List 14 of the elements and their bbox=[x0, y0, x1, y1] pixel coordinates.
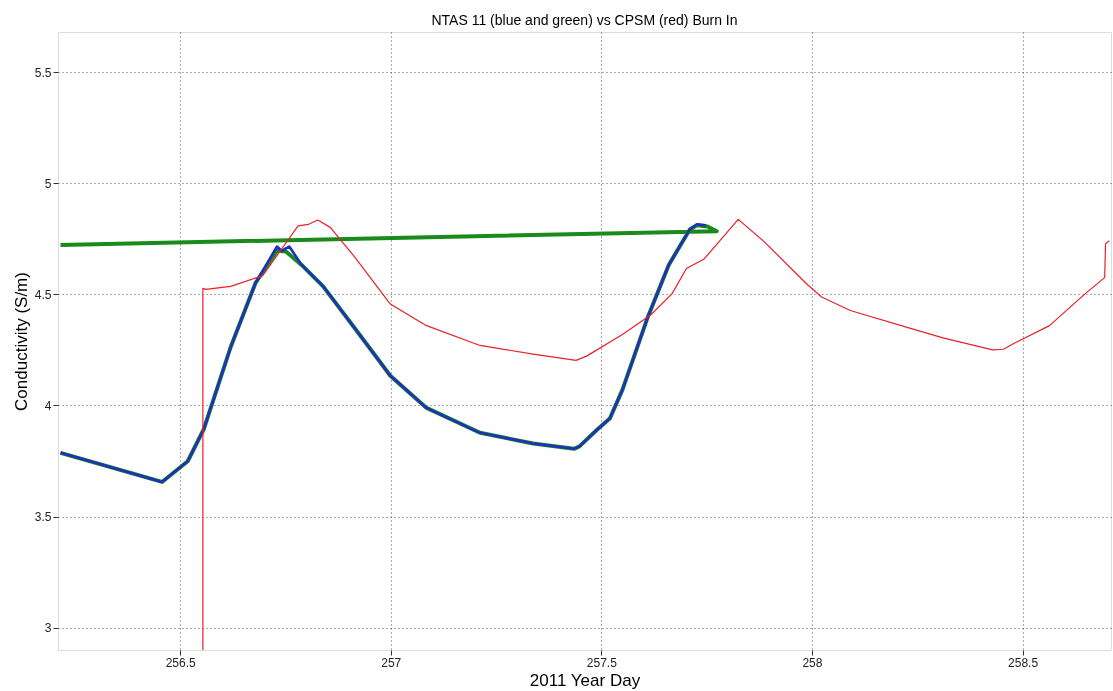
x-tick-label: 258.5 bbox=[1008, 655, 1039, 670]
y-tick-label: 5.5 bbox=[34, 65, 52, 80]
x-tick-label: 258 bbox=[802, 655, 823, 670]
x-axis-title: 2011 Year Day bbox=[529, 670, 641, 690]
y-tick-label: 3.5 bbox=[34, 510, 52, 525]
y-tick-label: 4 bbox=[44, 398, 52, 413]
x-tick-label: 256.5 bbox=[165, 655, 196, 670]
x-tick-label: 257 bbox=[381, 655, 402, 670]
y-axis-title: Conductivity (S/m) bbox=[11, 272, 31, 411]
y-tick-label: 3 bbox=[44, 621, 52, 636]
y-tick-label: 5 bbox=[44, 176, 52, 191]
y-tick-label: 4.5 bbox=[34, 287, 52, 302]
chart-title: NTAS 11 (blue and green) vs CPSM (red) Burn In bbox=[431, 12, 738, 28]
x-tick-label: 257.5 bbox=[586, 655, 618, 670]
